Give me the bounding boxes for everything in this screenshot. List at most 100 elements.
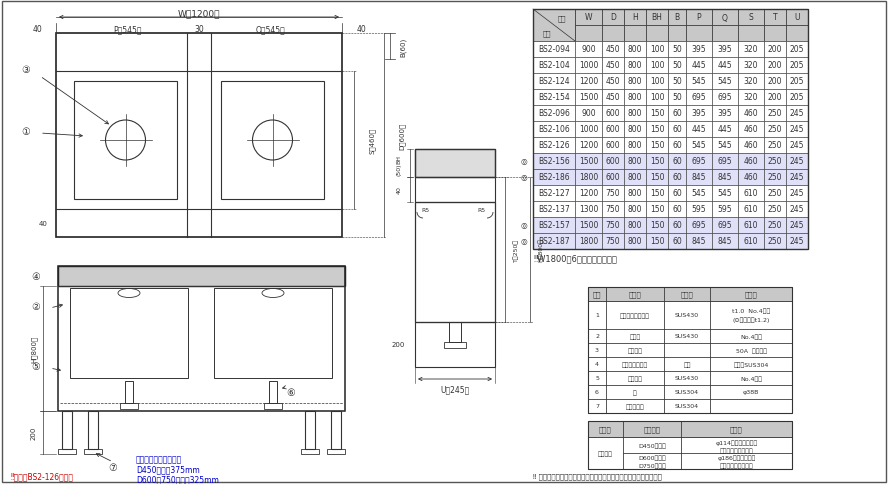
Text: 250: 250 — [768, 125, 782, 134]
Bar — [602, 26, 624, 42]
Text: S（460）: S（460） — [369, 128, 376, 154]
Text: 150: 150 — [650, 221, 664, 230]
Text: トップ（シンク）: トップ（シンク） — [620, 313, 650, 318]
Text: 50A  別表参照: 50A 別表参照 — [735, 348, 766, 353]
Text: 型式: 型式 — [543, 30, 551, 36]
Bar — [764, 186, 786, 201]
Text: 250: 250 — [768, 109, 782, 118]
Text: P（545）: P（545） — [114, 26, 142, 34]
Bar — [602, 217, 624, 233]
Text: ③: ③ — [21, 65, 30, 75]
Bar — [786, 138, 808, 154]
Text: 1200: 1200 — [579, 77, 599, 86]
Text: D600・750タイプ325mm: D600・750タイプ325mm — [136, 474, 218, 484]
Text: 205: 205 — [789, 93, 805, 102]
Text: 545: 545 — [692, 189, 706, 198]
Bar — [686, 42, 712, 58]
Text: 395: 395 — [718, 45, 733, 54]
Bar — [764, 42, 786, 58]
Bar — [575, 42, 602, 58]
Text: 205: 205 — [789, 77, 805, 86]
Text: 250: 250 — [768, 189, 782, 198]
Text: 395: 395 — [692, 109, 706, 118]
Text: 脚: 脚 — [633, 390, 637, 395]
Bar — [602, 10, 624, 26]
Text: D750タイプ: D750タイプ — [638, 462, 666, 468]
Text: ⑥: ⑥ — [287, 387, 296, 397]
Bar — [668, 90, 686, 106]
Text: 40: 40 — [32, 26, 42, 34]
Text: BS2-094: BS2-094 — [538, 45, 570, 54]
Text: オーバーフロー: オーバーフロー — [622, 362, 648, 367]
Text: 200: 200 — [768, 61, 782, 70]
Bar — [588, 287, 606, 302]
Text: 1500: 1500 — [579, 221, 599, 230]
Text: 900: 900 — [581, 45, 596, 54]
Bar — [738, 90, 764, 106]
Bar — [786, 10, 808, 26]
Bar — [786, 233, 808, 249]
Bar — [533, 10, 575, 42]
Bar — [738, 170, 764, 186]
Text: 245: 245 — [789, 189, 805, 198]
Text: 245: 245 — [789, 173, 805, 182]
Bar — [533, 154, 575, 170]
Bar — [533, 217, 575, 233]
Bar — [575, 233, 602, 249]
Text: スノコ板上面有効高さ: スノコ板上面有効高さ — [136, 454, 182, 464]
Bar — [623, 421, 681, 437]
Bar — [646, 74, 668, 90]
Bar — [786, 90, 808, 106]
Bar — [449, 322, 461, 342]
Text: 1500: 1500 — [579, 93, 599, 102]
Bar — [125, 381, 133, 403]
Bar — [664, 385, 710, 399]
Bar — [738, 10, 764, 26]
Text: ⑦: ⑦ — [108, 462, 117, 472]
Bar — [602, 186, 624, 201]
Bar — [710, 329, 792, 343]
Text: 60: 60 — [672, 125, 682, 134]
Bar — [646, 233, 668, 249]
Text: 245: 245 — [789, 157, 805, 166]
Text: ⑤: ⑤ — [32, 361, 40, 371]
Text: 320: 320 — [744, 45, 758, 54]
Text: 品　名: 品 名 — [599, 426, 612, 432]
Text: スノコ板: スノコ板 — [628, 376, 643, 381]
Text: 800: 800 — [628, 93, 642, 102]
Text: SUS304: SUS304 — [675, 404, 699, 408]
Text: D: D — [610, 14, 616, 22]
Text: 1000: 1000 — [579, 125, 599, 134]
Bar — [710, 371, 792, 385]
Bar — [764, 154, 786, 170]
Bar — [668, 122, 686, 138]
Text: ◎: ◎ — [520, 237, 527, 246]
Text: 4: 4 — [595, 362, 599, 367]
Text: 60: 60 — [672, 237, 682, 246]
Bar — [62, 411, 72, 449]
Bar — [646, 122, 668, 138]
Bar — [624, 154, 646, 170]
Bar — [664, 399, 710, 413]
Bar — [686, 122, 712, 138]
Bar — [686, 74, 712, 90]
Text: 445: 445 — [692, 61, 706, 70]
Text: 60: 60 — [672, 157, 682, 166]
Text: 800: 800 — [628, 157, 642, 166]
Text: 250: 250 — [768, 173, 782, 182]
Bar — [712, 106, 738, 122]
Text: φ38B: φ38B — [743, 390, 759, 394]
Bar — [764, 217, 786, 233]
Bar — [606, 287, 664, 302]
Bar — [712, 58, 738, 74]
Bar — [533, 90, 575, 106]
Bar — [712, 233, 738, 249]
Bar — [588, 385, 606, 399]
Text: 1300: 1300 — [579, 205, 599, 214]
Bar — [738, 74, 764, 90]
Text: 460: 460 — [743, 157, 758, 166]
Bar — [533, 10, 808, 249]
Bar — [70, 288, 188, 378]
Bar — [664, 302, 710, 329]
Bar — [764, 122, 786, 138]
